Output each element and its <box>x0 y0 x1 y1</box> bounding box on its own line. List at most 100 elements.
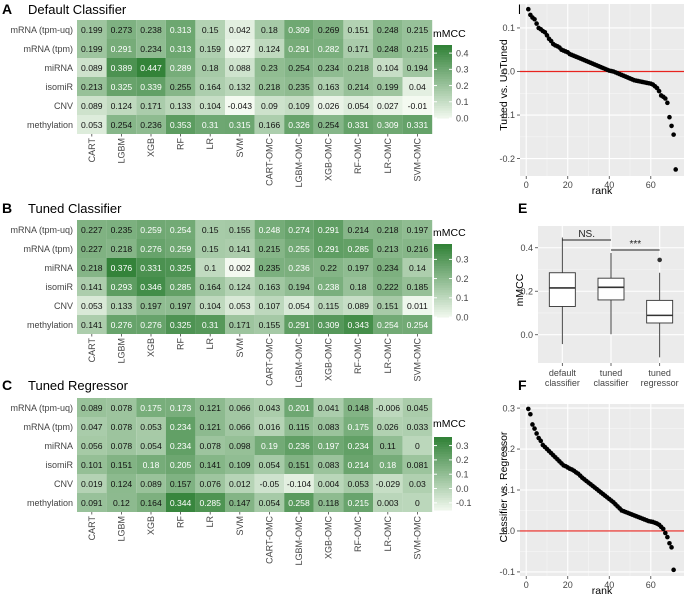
cell-value-label: 0.185 <box>407 282 429 292</box>
heatmap-cell <box>343 474 373 493</box>
heatmap-cell <box>313 398 344 417</box>
cell-value-label: 0 <box>415 498 420 508</box>
row-label: mRNA (tpm-uq) <box>10 25 73 35</box>
legend-color-step <box>434 115 452 119</box>
cell-value-label: 0.033 <box>407 422 429 432</box>
heatmap-cell <box>343 296 373 315</box>
cell-value-label: 0.002 <box>229 263 251 273</box>
box-iqr <box>646 299 674 324</box>
cell-value-label: 0.291 <box>288 320 310 330</box>
cell-value-label: 0.259 <box>170 244 192 254</box>
legend-color-step <box>434 98 452 102</box>
heatmap-cell <box>402 315 433 334</box>
panel-d-rank-scatter: D Tuned vs. UnTuned rank 02040600.10.0-0… <box>498 1 684 197</box>
legend-color-step <box>434 66 452 70</box>
column-label: RF-OMC <box>353 516 363 552</box>
legend-color-step <box>434 270 452 274</box>
heatmap-cell <box>136 77 166 96</box>
cell-value-label: 0.255 <box>288 244 310 254</box>
heatmap-cell <box>77 77 107 96</box>
cell-value-label: 0.254 <box>111 120 133 130</box>
heatmap-cell <box>195 220 225 239</box>
data-point <box>660 526 666 532</box>
cell-value-label: 0.215 <box>347 498 369 508</box>
cell-value-label: 0.331 <box>347 120 369 130</box>
heatmap-cell <box>136 436 166 455</box>
heatmap-cell <box>254 115 285 134</box>
cell-value-label: 0.11 <box>380 441 396 451</box>
heatmap-cell <box>225 296 255 315</box>
heatmap-cell <box>225 20 255 39</box>
heatmap-cell <box>254 493 285 512</box>
heatmap-cell <box>106 115 137 134</box>
column-label: LR-OMC <box>383 338 393 374</box>
column-label: RF <box>176 516 186 528</box>
x-tick-label: 60 <box>646 580 656 590</box>
y-tick-label: 0.1 <box>502 23 515 33</box>
x-tick-label: 60 <box>646 180 656 190</box>
heatmap-cell <box>313 220 344 239</box>
x-tick-label-line1: tuned <box>648 368 671 378</box>
heatmap-cell <box>343 220 373 239</box>
heatmap-cell <box>165 296 196 315</box>
panel-e-label: E <box>518 200 527 216</box>
column-label: CART <box>87 516 97 541</box>
legend-color-step <box>434 492 452 496</box>
heatmap-cell <box>402 20 433 39</box>
heatmap-cell <box>254 20 285 39</box>
legend-color-step <box>434 258 452 262</box>
heatmap-cell <box>106 493 137 512</box>
row-label: miRNA <box>45 263 74 273</box>
cell-value-label: 0.151 <box>111 460 133 470</box>
panel-a-legend-title: mMCC <box>433 28 466 40</box>
cell-value-label: 0.218 <box>111 244 133 254</box>
cell-value-label: 0.276 <box>111 320 133 330</box>
heatmap-cell <box>106 417 137 436</box>
data-point <box>530 422 535 427</box>
legend-color-step <box>434 292 452 296</box>
cell-value-label: 0.027 <box>229 44 251 54</box>
heatmap-cell <box>254 77 285 96</box>
cell-value-label: 0.104 <box>377 63 399 73</box>
heatmap-cell <box>165 315 196 334</box>
heatmap-cell <box>165 77 196 96</box>
heatmap-cell <box>284 455 314 474</box>
data-point <box>665 100 670 106</box>
cell-value-label: 0.053 <box>81 301 103 311</box>
cell-value-label: 0.218 <box>377 225 399 235</box>
heatmap-cell <box>77 417 107 436</box>
heatmap-cell <box>343 58 373 77</box>
cell-value-label: 0.18 <box>202 63 219 73</box>
heatmap-cell <box>313 417 344 436</box>
column-label: CART-OMC <box>264 338 274 386</box>
legend-color-step <box>434 285 452 289</box>
legend-color-step <box>434 261 452 264</box>
cell-value-label: 0.218 <box>259 82 281 92</box>
legend-color-step <box>434 466 452 470</box>
cell-value-label: 0.269 <box>318 25 340 35</box>
heatmap-cell <box>106 58 137 77</box>
cell-value-label: 0.18 <box>261 25 278 35</box>
legend-color-step <box>434 253 452 257</box>
heatmap-cell <box>373 493 403 512</box>
cell-value-label: 0.238 <box>318 282 340 292</box>
cell-value-label: 0.15 <box>202 244 219 254</box>
cell-value-label: 0.081 <box>407 460 429 470</box>
panel-f-label: F <box>518 377 527 393</box>
cell-value-label: 0.054 <box>288 301 310 311</box>
cell-value-label: 0.197 <box>407 225 429 235</box>
heatmap-cell <box>343 258 373 277</box>
cell-value-label: -0.104 <box>287 479 312 489</box>
cell-value-label: 0.309 <box>318 320 340 330</box>
legend-color-step <box>434 52 452 56</box>
legend-tick-label: 0.0 <box>456 312 469 322</box>
heatmap-cell <box>254 96 285 115</box>
legend-color-step <box>434 480 452 484</box>
heatmap-cell <box>77 258 107 277</box>
row-label: CNV <box>54 101 73 111</box>
heatmap-cell <box>136 96 166 115</box>
heatmap-cell <box>165 239 196 258</box>
heatmap-cell <box>373 277 403 296</box>
legend-color-step <box>434 439 452 443</box>
legend-color-step <box>434 103 452 107</box>
